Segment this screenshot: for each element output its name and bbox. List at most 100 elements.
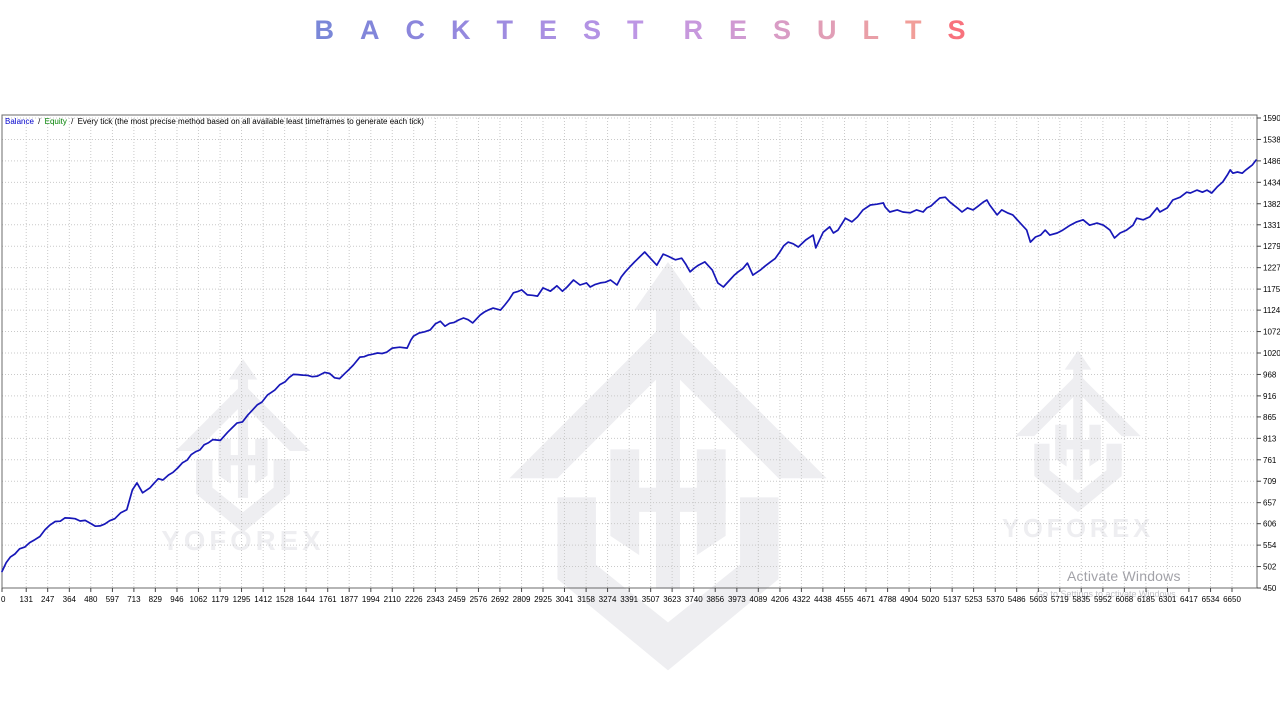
- y-tick-label: 657: [1263, 499, 1277, 508]
- x-tick-label: 1644: [297, 595, 315, 604]
- x-tick-label: 4555: [836, 595, 854, 604]
- x-tick-label: 5370: [986, 595, 1004, 604]
- title-letter: U: [817, 15, 837, 45]
- x-tick-label: 597: [106, 595, 120, 604]
- x-tick-label: 3623: [663, 595, 681, 604]
- x-tick-label: 946: [170, 595, 184, 604]
- x-tick-label: 4089: [749, 595, 767, 604]
- x-tick-label: 6068: [1115, 595, 1133, 604]
- x-tick-label: 4206: [771, 595, 789, 604]
- x-tick-label: 6650: [1223, 595, 1241, 604]
- activate-windows-subtext: Go to Settings to activate Windows.: [1036, 589, 1179, 599]
- legend-separator: /: [71, 117, 74, 126]
- x-tick-label: 2809: [513, 595, 531, 604]
- y-tick-label: 1590: [1263, 114, 1280, 123]
- y-tick-label: 606: [1263, 520, 1277, 529]
- axis-ticks: [1, 117, 1261, 592]
- title-letter: A: [359, 15, 380, 45]
- x-tick-label: 3158: [577, 595, 595, 604]
- y-tick-label: 554: [1263, 541, 1277, 550]
- x-tick-label: 1761: [319, 595, 337, 604]
- y-tick-label: 1279: [1263, 242, 1280, 251]
- y-axis-labels: 450 502 554 606 657 709 761 813 865 916 968 1020 107…: [1263, 114, 1280, 593]
- y-tick-label: 450: [1263, 584, 1277, 593]
- x-tick-label: 0: [1, 595, 6, 604]
- x-tick-label: 4788: [879, 595, 897, 604]
- x-tick-label: 3274: [599, 595, 617, 604]
- x-tick-label: 1877: [340, 595, 358, 604]
- chart-canvas: YOFOREX YOFOREX 0 131 247 364 480 597 713 829 946 1…: [1, 114, 1280, 671]
- brand-watermark-text: YOFOREX: [1002, 515, 1154, 543]
- x-tick-label: 3856: [706, 595, 724, 604]
- brand-watermark-logo: YOFOREX: [1002, 350, 1154, 543]
- x-tick-label: 2692: [491, 595, 509, 604]
- title-letter: C: [405, 15, 425, 45]
- y-tick-label: 1538: [1263, 135, 1280, 144]
- x-tick-label: 4671: [857, 595, 875, 604]
- y-tick-label: 1382: [1263, 200, 1280, 209]
- tick-method-label: Every tick (the most precise method base…: [77, 117, 424, 126]
- x-tick-label: 3973: [728, 595, 746, 604]
- equity-label: Equity: [44, 117, 67, 126]
- chart-legend: Balance / Equity / Every tick (the most …: [5, 117, 424, 126]
- x-tick-label: 1412: [254, 595, 272, 604]
- x-tick-label: 3507: [642, 595, 660, 604]
- x-tick-label: 4904: [900, 595, 918, 604]
- x-tick-label: 2459: [448, 595, 466, 604]
- x-tick-label: 6301: [1159, 595, 1177, 604]
- x-tick-label: 5835: [1072, 595, 1090, 604]
- x-tick-label: 1994: [362, 595, 380, 604]
- y-tick-label: 502: [1263, 563, 1277, 572]
- y-tick-label: 1175: [1263, 285, 1280, 294]
- x-tick-label: 4322: [793, 595, 811, 604]
- y-tick-label: 1020: [1263, 349, 1280, 358]
- x-tick-label: 2343: [426, 595, 444, 604]
- x-tick-label: 247: [41, 595, 55, 604]
- title-letter: T: [905, 15, 922, 45]
- y-tick-label: 916: [1263, 392, 1277, 401]
- y-tick-label: 865: [1263, 413, 1277, 422]
- x-tick-label: 3041: [556, 595, 574, 604]
- x-tick-label: 3740: [685, 595, 703, 604]
- x-tick-label: 131: [20, 595, 34, 604]
- x-tick-label: 5020: [922, 595, 940, 604]
- brand-watermark-logo: [509, 261, 827, 671]
- x-tick-label: 5486: [1008, 595, 1026, 604]
- x-tick-label: 2925: [534, 595, 552, 604]
- title-letter: B: [314, 15, 334, 45]
- x-tick-label: 3391: [620, 595, 638, 604]
- x-tick-label: 1062: [190, 595, 208, 604]
- title-letter: S: [947, 15, 966, 45]
- x-tick-label: 6534: [1202, 595, 1220, 604]
- y-tick-label: 813: [1263, 434, 1277, 443]
- title-letter: K: [450, 15, 471, 45]
- x-tick-label: 2226: [405, 595, 423, 604]
- y-tick-label: 1434: [1263, 178, 1280, 187]
- brand-watermark-text: YOFOREX: [161, 525, 324, 556]
- y-tick-label: 1486: [1263, 157, 1280, 166]
- y-tick-label: 709: [1263, 477, 1277, 486]
- title-letter: T: [496, 15, 513, 45]
- title-letter: R: [683, 15, 703, 45]
- x-tick-label: 829: [149, 595, 163, 604]
- activate-windows-watermark: Activate Windows: [1067, 568, 1181, 584]
- x-tick-label: 6417: [1180, 595, 1198, 604]
- title-space: [656, 15, 670, 46]
- y-tick-label: 1331: [1263, 221, 1280, 230]
- balance-equity-chart: Go to Settings to activate Windows. YOFO…: [0, 108, 1280, 720]
- title-letter: T: [626, 15, 644, 45]
- brand-watermark-logo: YOFOREX: [161, 359, 324, 556]
- x-tick-label: 480: [84, 595, 98, 604]
- x-tick-label: 364: [63, 595, 77, 604]
- title-letter: E: [728, 15, 747, 45]
- x-tick-label: 4438: [814, 595, 832, 604]
- x-tick-label: 5253: [965, 595, 983, 604]
- x-tick-label: 5719: [1051, 595, 1069, 604]
- x-tick-label: 5952: [1094, 595, 1112, 604]
- title-letter: L: [862, 15, 880, 45]
- y-tick-label: 1124: [1263, 306, 1280, 315]
- x-tick-label: 6185: [1137, 595, 1155, 604]
- x-tick-label: 1295: [233, 595, 251, 604]
- balance-curve: [1, 159, 1257, 573]
- x-tick-label: 2576: [470, 595, 488, 604]
